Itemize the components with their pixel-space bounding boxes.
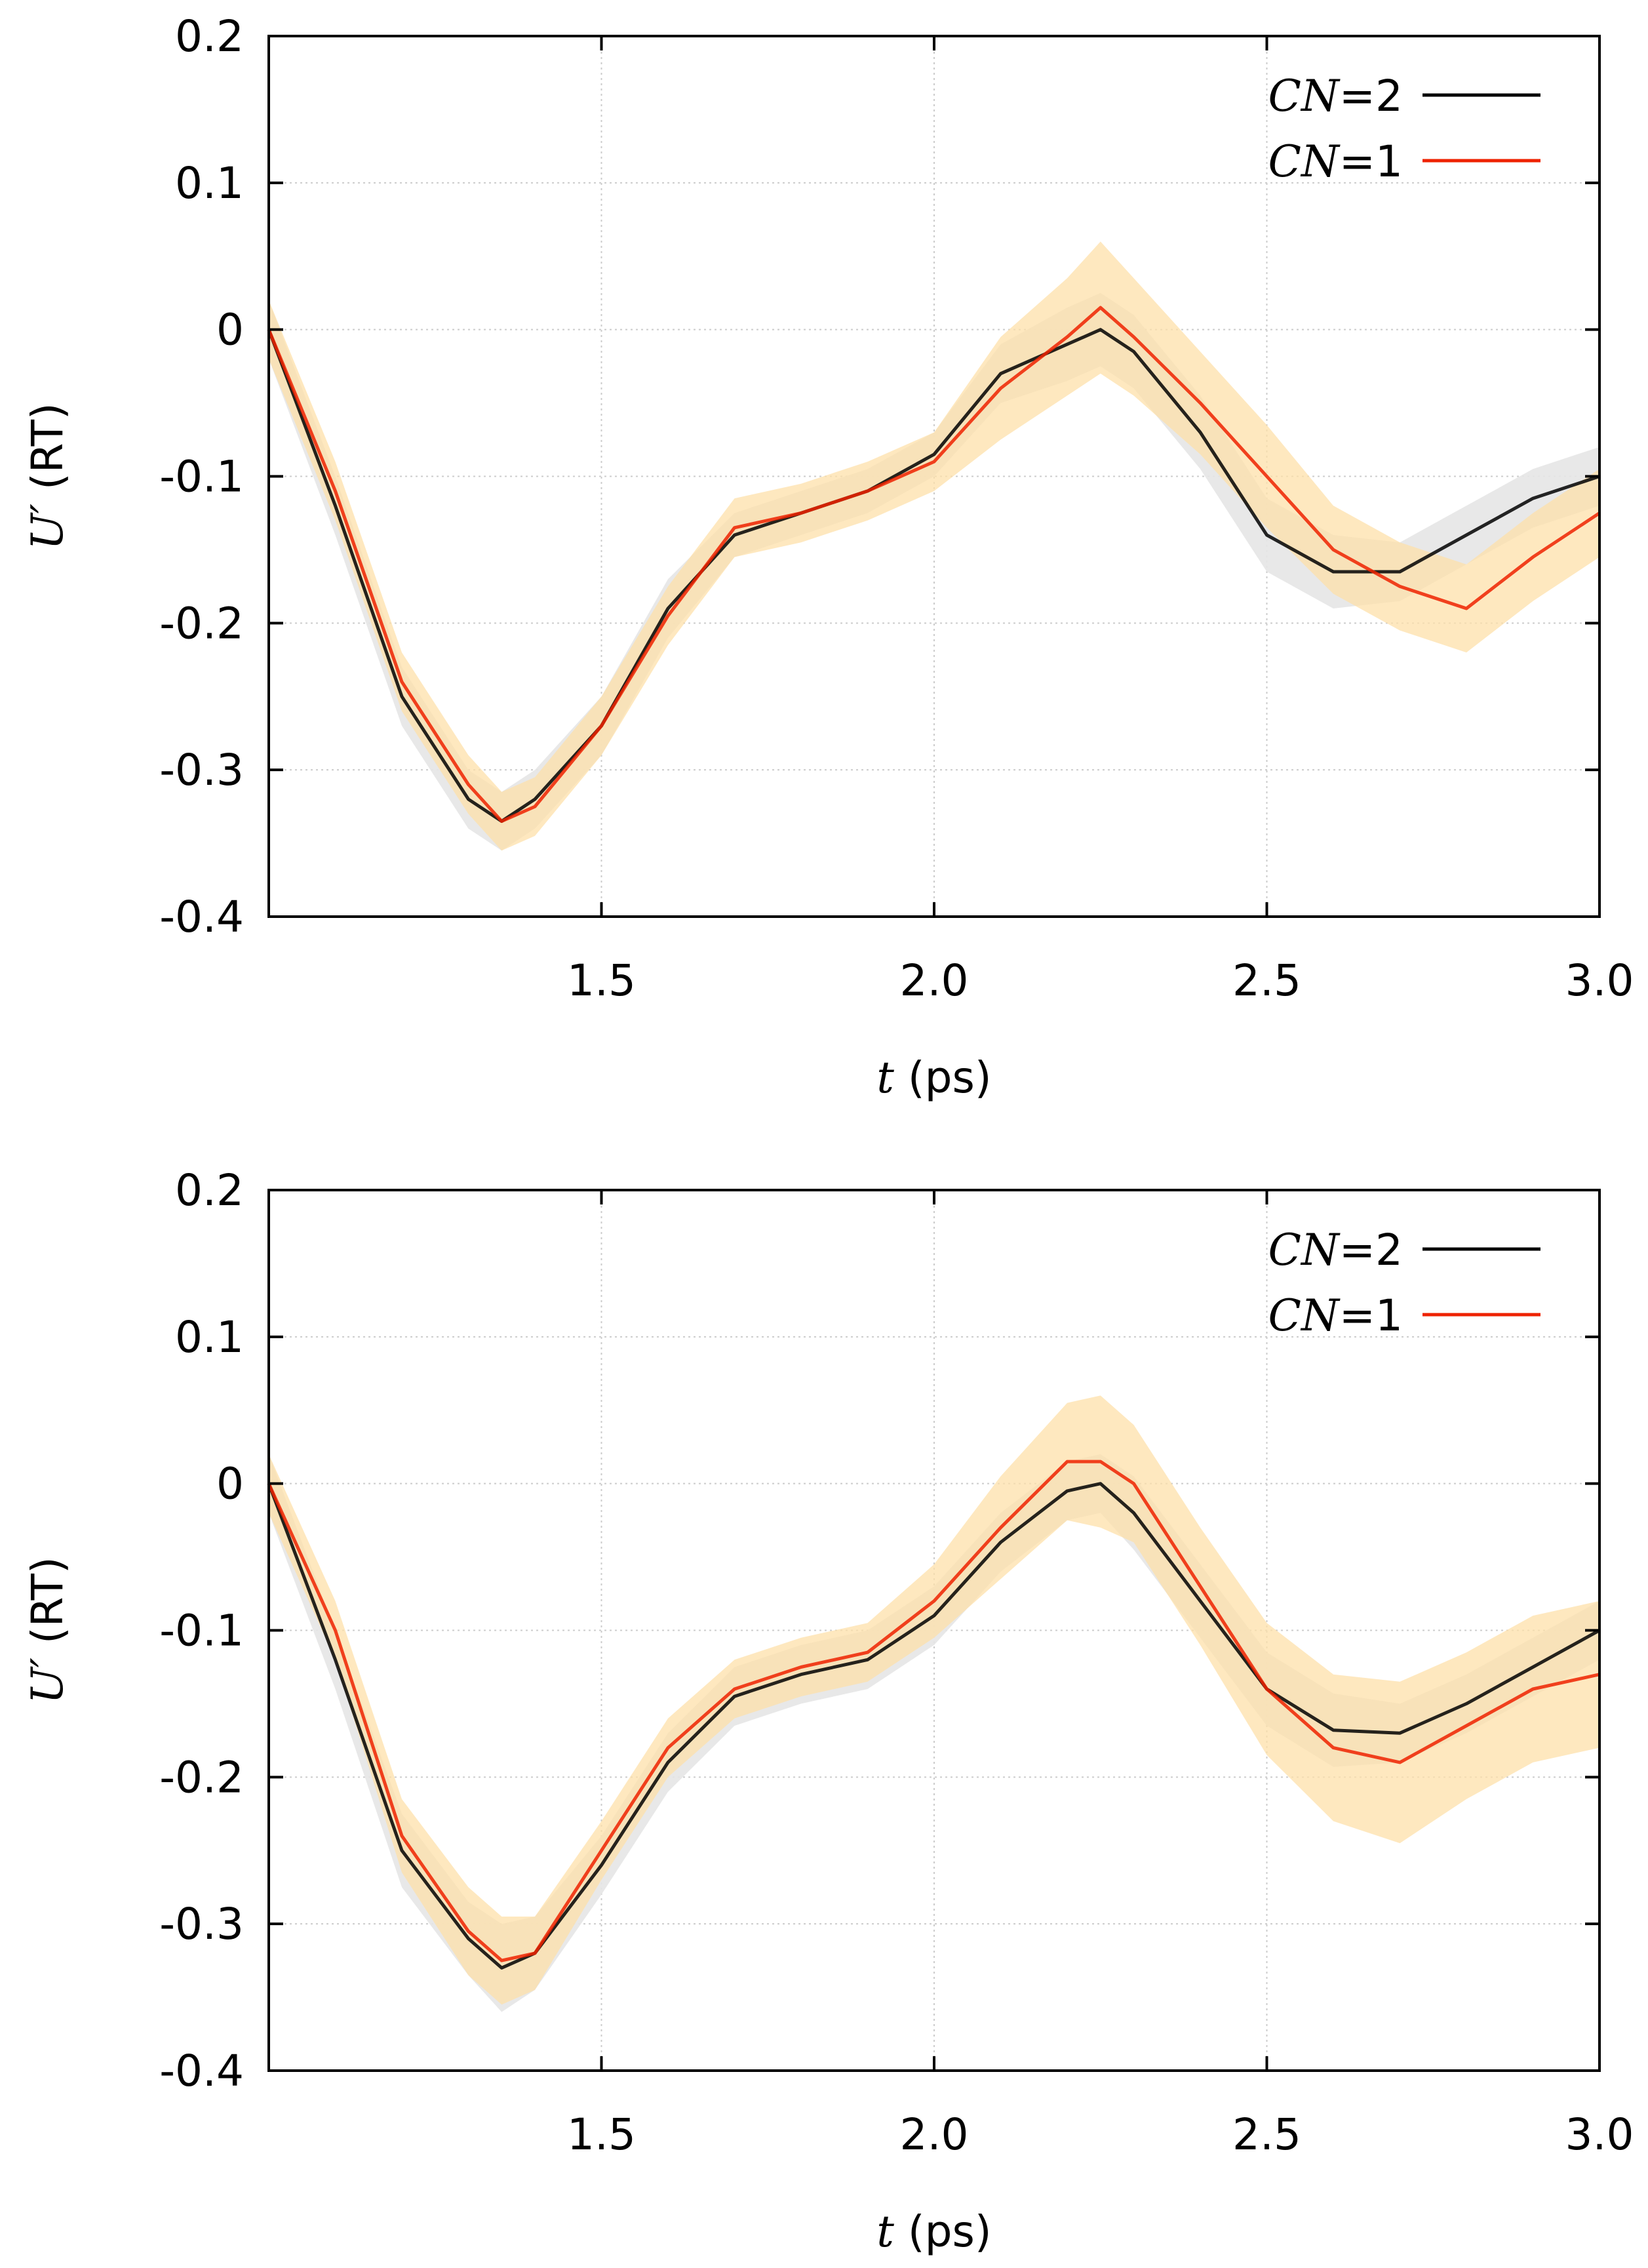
y-axis-unit: (RT): [22, 1557, 73, 1658]
legend-label: CN=2: [1268, 1225, 1403, 1275]
legend-var: CN: [1268, 136, 1340, 187]
y-tick-label: -0.2: [159, 1752, 244, 1802]
y-tick-label: 0: [216, 1459, 244, 1509]
series-line: [267, 1482, 1601, 1970]
y-tick-label: 0: [216, 305, 244, 355]
y-tick-label: 0.1: [175, 1312, 244, 1363]
legend-rest: =1: [1339, 1290, 1403, 1341]
legend-var: CN: [1268, 1225, 1340, 1275]
y-axis-unit: (RT): [22, 403, 73, 504]
y-tick-label: -0.4: [159, 2046, 244, 2096]
series-line: [267, 1460, 1600, 1962]
y-axis-label: U′ (RT): [22, 403, 73, 549]
x-tick-label: 1.5: [567, 2109, 636, 2160]
x-tick-label: 2.5: [1232, 955, 1301, 1006]
x-axis-label: t (ps): [876, 1052, 991, 1103]
x-axis-unit: (ps): [894, 2206, 992, 2257]
y-tick-label: 0.1: [175, 158, 244, 209]
y-tick-label: 0.2: [175, 1165, 244, 1216]
y-tick-label: -0.1: [159, 452, 244, 502]
y-tick-label: -0.3: [159, 1899, 244, 1949]
legend-label: CN=1: [1268, 136, 1403, 187]
y-tick-label: -0.3: [159, 745, 244, 795]
y-tick-label: -0.1: [159, 1606, 244, 1656]
legend-rest: =2: [1339, 71, 1403, 121]
x-axis-var: t: [876, 2206, 894, 2257]
x-tick-label: 3.0: [1565, 955, 1634, 1006]
panel-top: 0.2 0.1 0 -0.1 -0.2 -0.3 -0.4 1.5 2.0 2.5 3.0 t (ps…: [22, 11, 1634, 1103]
y-axis-var: U′: [22, 504, 73, 550]
series-band: [269, 241, 1599, 851]
x-axis-label: t (ps): [876, 2206, 991, 2257]
legend-label: CN=2: [1268, 71, 1403, 121]
y-tick-label: -0.4: [159, 892, 244, 942]
x-tick-label: 3.0: [1565, 2109, 1634, 2160]
y-axis-var: U′: [22, 1658, 73, 1704]
series-line: [267, 328, 1600, 823]
y-tick-label: -0.2: [159, 598, 244, 648]
panel-bottom: 0.2 0.1 0 -0.1 -0.2 -0.3 -0.4 1.5 2.0 2.5 3.0 t (ps…: [22, 1165, 1634, 2257]
x-tick-label: 1.5: [567, 955, 636, 1006]
x-tick-label: 2.5: [1232, 2109, 1301, 2160]
y-tick-label: 0.2: [175, 11, 244, 62]
legend-rest: =1: [1339, 136, 1403, 187]
legend-var: CN: [1268, 71, 1340, 121]
legend-rest: =2: [1339, 1225, 1403, 1275]
x-tick-label: 2.0: [900, 2109, 969, 2160]
series-line: [267, 306, 1601, 823]
legend-var: CN: [1268, 1290, 1340, 1341]
y-axis-label: U′ (RT): [22, 1557, 73, 1703]
x-axis-unit: (ps): [894, 1052, 992, 1103]
x-axis-var: t: [876, 1052, 894, 1103]
x-tick-label: 2.0: [900, 955, 969, 1006]
legend-label: CN=1: [1268, 1290, 1403, 1341]
